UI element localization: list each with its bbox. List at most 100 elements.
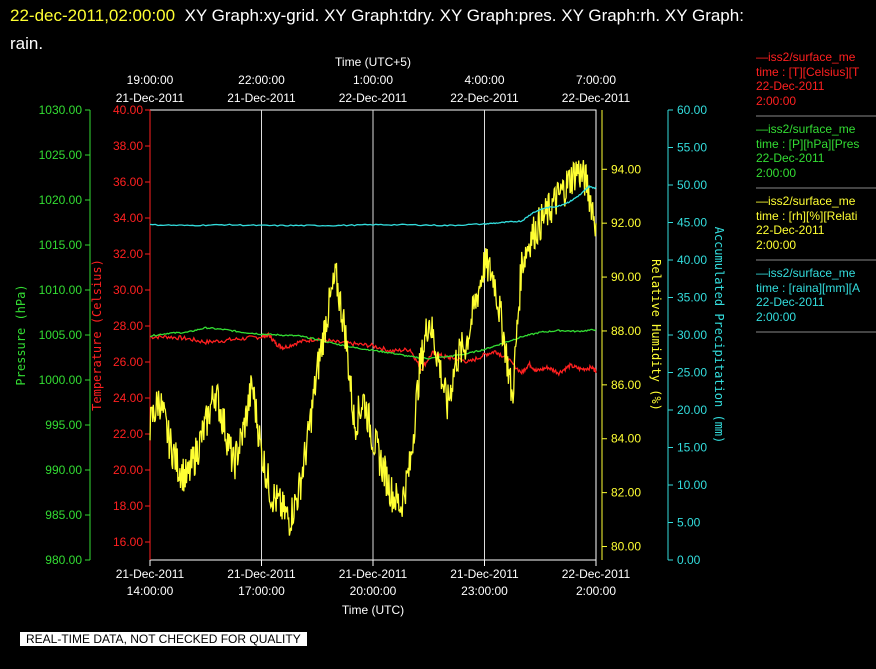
legend-entry-line1: —iss2/surface_me (756, 194, 856, 208)
rain-tick-label: 50.00 (677, 178, 707, 192)
tdry-tick-label: 18.00 (113, 499, 143, 513)
top-tick-time: 1:00:00 (353, 73, 393, 87)
rh-tick-label: 86.00 (611, 378, 641, 392)
rh-tick-label: 80.00 (611, 540, 641, 554)
pres-tick-label: 1010.00 (39, 283, 83, 297)
top-tick-date: 22-Dec-2011 (562, 91, 631, 105)
pres-tick-label: 995.00 (45, 418, 82, 432)
rh-tick-label: 84.00 (611, 432, 641, 446)
pres-axis-title: Pressure (hPa) (14, 284, 28, 385)
legend-entry-line2: time : [P][hPa][Pres (756, 136, 860, 151)
rh-tick-label: 92.00 (611, 216, 641, 230)
legend-entry-line3: 22-Dec-2011 (756, 79, 825, 93)
rain-axis-title: Accumulated Precipitation (mm) (712, 227, 726, 444)
header-timestamp: 22-dec-2011,02:00:00 (10, 6, 176, 25)
top-tick-time: 4:00:00 (464, 73, 504, 87)
tdry-tick-label: 38.00 (113, 139, 143, 153)
legend-entry-line2: time : [rh][%][Relati (756, 208, 858, 223)
header-graph-list-cont: rain. (10, 34, 44, 53)
tdry-tick-label: 22.00 (113, 427, 143, 441)
tdry-tick-label: 30.00 (113, 283, 143, 297)
top-tick-time: 7:00:00 (576, 73, 616, 87)
pres-tick-label: 980.00 (45, 553, 82, 567)
legend-entry-line1: —iss2/surface_me (756, 266, 856, 280)
x-tick-time: 14:00:00 (127, 584, 174, 598)
legend-entry-line2: time : [T][Celsius][T (756, 64, 860, 79)
rain-tick-label: 20.00 (677, 403, 707, 417)
legend-entry: —iss2/surface_me time : [P][hPa][Pres 22-D… (756, 122, 876, 180)
rh-axis-title: Relative Humidity (%) (649, 259, 663, 411)
x-tick-date: 21-Dec-2011 (339, 567, 408, 581)
pres-series-line (149, 326, 597, 360)
rain-tick-label: 15.00 (677, 441, 707, 455)
legend-entry-line3: 22-Dec-2011 (756, 151, 825, 165)
header-graph-list: XY Graph:xy-grid. XY Graph:tdry. XY Grap… (184, 6, 744, 25)
pres-tick-label: 990.00 (45, 463, 82, 477)
legend-entry-line4: 2:00:00 (756, 93, 797, 108)
rain-tick-label: 55.00 (677, 141, 707, 155)
rain-tick-label: 10.00 (677, 478, 707, 492)
legend-entry-line1: —iss2/surface_me (756, 50, 856, 64)
rain-tick-label: 5.00 (677, 516, 701, 530)
tdry-tick-label: 36.00 (113, 175, 143, 189)
legend-entry-line4: 2:00:00 (756, 237, 797, 252)
legend-entry-line4: 2:00:00 (756, 165, 797, 180)
tdry-tick-label: 26.00 (113, 355, 143, 369)
top-tick-date: 21-Dec-2011 (227, 91, 296, 105)
tdry-tick-label: 40.00 (113, 103, 143, 117)
rain-tick-label: 35.00 (677, 291, 707, 305)
rain-tick-label: 25.00 (677, 366, 707, 380)
tdry-tick-label: 24.00 (113, 391, 143, 405)
pres-tick-label: 1000.00 (39, 373, 83, 387)
rain-tick-label: 30.00 (677, 328, 707, 342)
top-tick-date: 21-Dec-2011 (116, 91, 185, 105)
tdry-tick-label: 16.00 (113, 535, 143, 549)
legend-entry-line3: 22-Dec-2011 (756, 223, 825, 237)
x-tick-date: 22-Dec-2011 (562, 567, 631, 581)
legend-entry: —iss2/surface_me time : [raina][mm][A 22-D… (756, 266, 876, 324)
legend-entry-line3: 22-Dec-2011 (756, 295, 825, 309)
rh-tick-label: 94.00 (611, 162, 641, 176)
tdry-tick-label: 20.00 (113, 463, 143, 477)
pres-tick-label: 985.00 (45, 508, 82, 522)
x-tick-date: 21-Dec-2011 (227, 567, 296, 581)
legend-entry: —iss2/surface_me time : [rh][%][Relati 22-… (756, 194, 876, 252)
header-title: 22-dec-2011,02:00:00 XY Graph:xy-grid. X… (10, 2, 870, 58)
rh-tick-label: 88.00 (611, 324, 641, 338)
rh-series-line (149, 160, 597, 536)
rain-tick-label: 45.00 (677, 216, 707, 230)
tdry-tick-label: 34.00 (113, 211, 143, 225)
top-tick-date: 22-Dec-2011 (339, 91, 408, 105)
top-tick-time: 19:00:00 (127, 73, 174, 87)
tdry-tick-label: 28.00 (113, 319, 143, 333)
legend-entry: —iss2/surface_me time : [T][Celsius][T 22-… (756, 50, 876, 108)
legend-entry-line1: —iss2/surface_me (756, 122, 856, 136)
pres-tick-label: 1015.00 (39, 238, 83, 252)
pres-tick-label: 1005.00 (39, 328, 83, 342)
pres-tick-label: 1030.00 (39, 103, 83, 117)
tdry-axis-title: Temperature (Celsius) (90, 259, 104, 411)
rain-tick-label: 0.00 (677, 553, 701, 567)
top-tick-time: 22:00:00 (238, 73, 285, 87)
rh-tick-label: 90.00 (611, 270, 641, 284)
tdry-series-line (149, 331, 597, 377)
legend-entry-line2: time : [raina][mm][A (756, 280, 861, 295)
top-axis-title: Time (UTC+5) (335, 55, 411, 69)
rh-tick-label: 82.00 (611, 486, 641, 500)
x-tick-date: 21-Dec-2011 (116, 567, 185, 581)
pres-tick-label: 1025.00 (39, 148, 83, 162)
rain-tick-label: 60.00 (677, 103, 707, 117)
x-tick-time: 20:00:00 (350, 584, 397, 598)
bottom-axis-title: Time (UTC) (342, 603, 404, 617)
top-tick-date: 22-Dec-2011 (450, 91, 519, 105)
legend-entry-line4: 2:00:00 (756, 309, 797, 324)
quality-note: REAL-TIME DATA, NOT CHECKED FOR QUALITY (20, 632, 307, 646)
x-tick-date: 21-Dec-2011 (450, 567, 519, 581)
tdry-tick-label: 32.00 (113, 247, 143, 261)
pres-tick-label: 1020.00 (39, 193, 83, 207)
x-tick-time: 17:00:00 (238, 584, 285, 598)
rain-series-line (149, 184, 597, 227)
rain-tick-label: 40.00 (677, 253, 707, 267)
x-tick-time: 2:00:00 (576, 584, 616, 598)
